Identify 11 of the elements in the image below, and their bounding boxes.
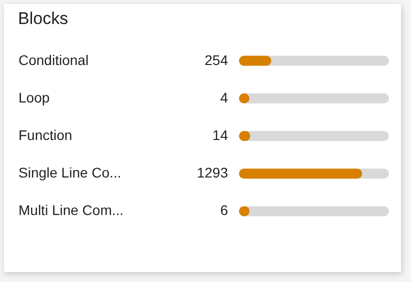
y-tick-label: Multi Line Com...: [18, 202, 124, 218]
data-label: 1293: [196, 164, 228, 181]
y-tick-label: Function: [18, 127, 72, 143]
y-tick-label: Single Line Co...: [18, 164, 122, 181]
y-tick-label: Conditional: [18, 52, 89, 68]
data-label: 14: [212, 127, 228, 143]
data-label: 6: [220, 202, 228, 218]
y-tick-label: Loop: [18, 89, 50, 106]
data-label: 254: [204, 52, 228, 68]
text: Blocks: [18, 9, 68, 28]
data-label: 4: [220, 89, 228, 106]
